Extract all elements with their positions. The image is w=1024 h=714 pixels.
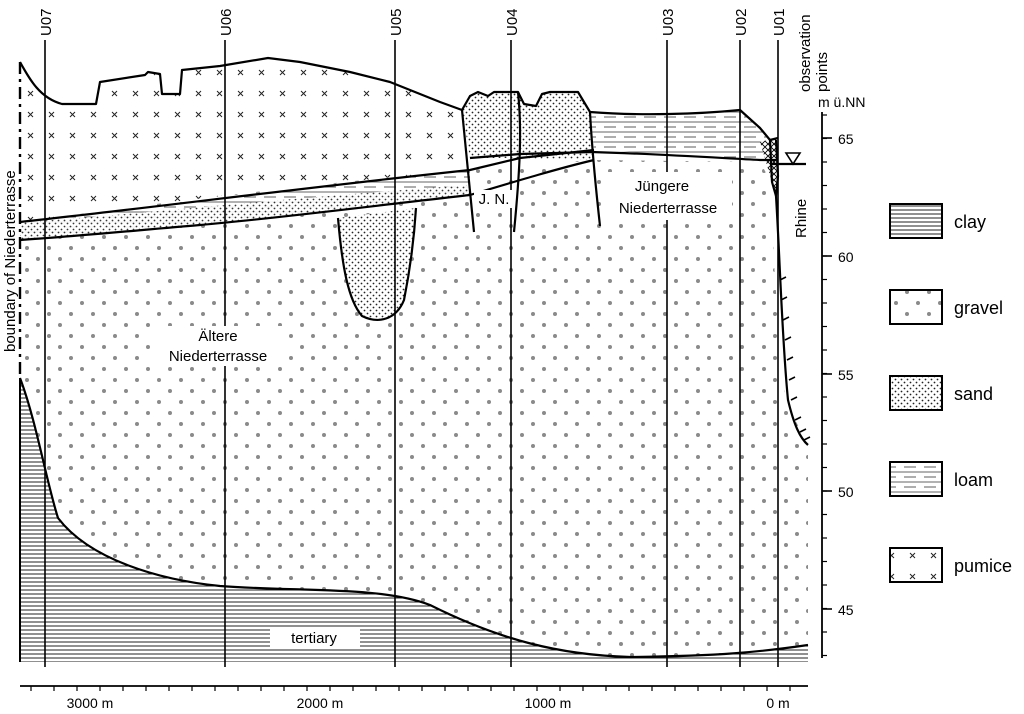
point-label-u06: U06: [218, 8, 235, 36]
legend: clay gravel sand loam pumice: [889, 203, 1012, 583]
elevation-unit: m ü.NN: [818, 94, 865, 110]
tertiary-label: tertiary: [291, 630, 337, 647]
elevation-minor-ticks: [822, 114, 832, 657]
legend-label-pumice: pumice: [954, 556, 1012, 576]
elevation-tick-65: 65: [838, 131, 854, 147]
cross-section-layers: [20, 58, 808, 662]
legend-label-sand: sand: [954, 384, 993, 404]
observation-point-labels: U07 U06 U05 U04 U03 U02 U01 observation …: [38, 8, 831, 92]
sand-channel: [338, 208, 416, 320]
legend-label-loam: loam: [954, 470, 993, 490]
legend-item-clay: clay: [889, 203, 986, 239]
jn-label: J. N.: [479, 191, 510, 208]
point-label-u07: U07: [38, 8, 55, 36]
legend-label-clay: clay: [954, 212, 986, 232]
legend-item-gravel: gravel: [889, 289, 1003, 325]
elevation-tick-45: 45: [838, 602, 854, 618]
elevation-tick-60: 60: [838, 249, 854, 265]
gravel-layer: [20, 160, 808, 662]
distance-tick-0: 0 m: [766, 695, 789, 711]
point-label-u02: U02: [733, 8, 750, 36]
distance-tick-2000: 2000 m: [297, 695, 344, 711]
point-label-u05: U05: [388, 8, 405, 36]
distance-minor-ticks: [30, 686, 791, 691]
jungere-label-line2: Niederterrasse: [619, 200, 717, 217]
altere-label-line2: Niederterrasse: [169, 348, 267, 365]
legend-item-sand: sand: [889, 375, 993, 411]
jungere-label-line1: Jüngere: [635, 178, 689, 195]
pumice-layer: [20, 58, 470, 222]
jn-sand-area: [462, 92, 594, 160]
jungere-loam-area: [590, 110, 770, 160]
tertiary-clay-layer: [20, 378, 808, 662]
unit-labels: boundary of Niederterrasse Ältere Nieder…: [2, 170, 810, 648]
sand-layer-lower: [20, 185, 470, 240]
point-label-u04: U04: [504, 8, 521, 36]
altere-label-line1: Ältere: [198, 328, 237, 345]
observation-points-header: observation points: [797, 10, 831, 92]
legend-item-loam: loam: [889, 461, 993, 497]
rhine-label: Rhine: [793, 199, 810, 238]
elevation-axis: m ü.NN 65 60 55 50 45: [818, 94, 865, 658]
point-label-u03: U03: [660, 8, 677, 36]
distance-tick-1000: 1000 m: [525, 695, 572, 711]
boundary-label: boundary of Niederterrasse: [2, 170, 19, 352]
elevation-tick-50: 50: [838, 484, 854, 500]
legend-item-pumice: pumice: [889, 547, 1012, 583]
boundary-lines: [18, 56, 811, 662]
elevation-tick-55: 55: [838, 367, 854, 383]
point-label-u01: U01: [771, 8, 788, 36]
distance-tick-3000: 3000 m: [67, 695, 114, 711]
observation-point-lines: [44, 40, 779, 667]
riverbank-fill: [760, 138, 778, 196]
legend-label-gravel: gravel: [954, 298, 1003, 318]
distance-axis: 3000 m 2000 m 1000 m 0 m: [20, 685, 808, 711]
